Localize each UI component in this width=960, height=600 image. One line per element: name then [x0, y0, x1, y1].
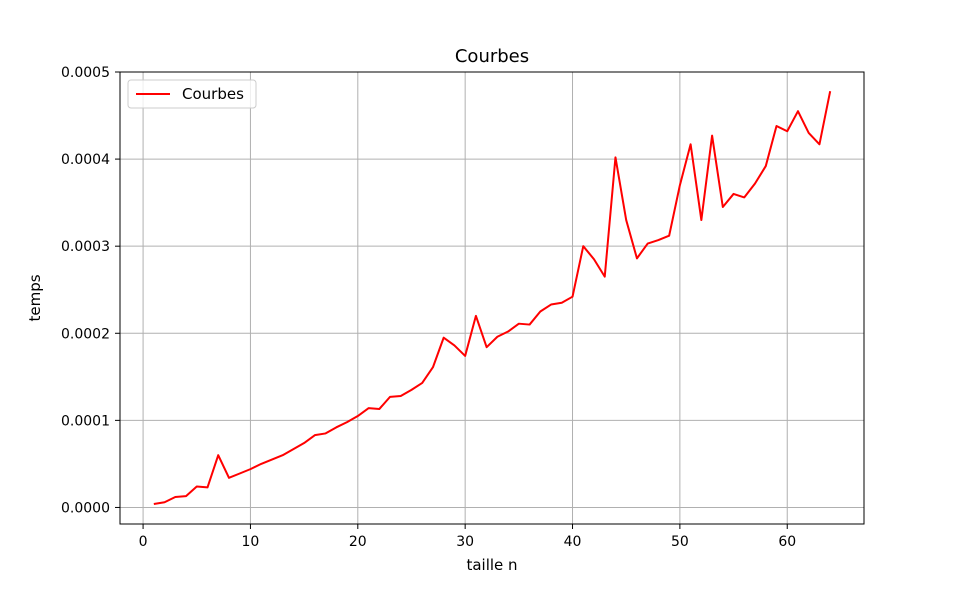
x-tick-label: 60 — [778, 534, 796, 550]
series-group — [153, 90, 832, 505]
grid-lines — [120, 71, 864, 524]
legend-box — [127, 79, 257, 109]
x-tick-label: 0 — [139, 534, 148, 550]
x-axis-label: taille n — [466, 556, 517, 574]
series-line — [153, 90, 832, 505]
legend-label: Courbes — [182, 85, 244, 103]
x-tick-label: 40 — [564, 534, 582, 550]
legend: Courbes — [127, 79, 257, 109]
x-tick-label: 10 — [242, 534, 260, 550]
y-axis-label: temps — [26, 274, 44, 321]
y-tick-label: 0.0003 — [61, 239, 110, 255]
y-axis: 0.0000 0.0001 0.0002 0.0003 0.0004 0.0005 — [61, 65, 120, 516]
x-tick-label: 30 — [456, 534, 474, 550]
x-tick-label: 50 — [671, 534, 689, 550]
plot-frame — [119, 71, 865, 525]
y-tick-label: 0.0002 — [61, 326, 110, 342]
x-tick-label: 20 — [349, 534, 367, 550]
y-tick-label: 0.0004 — [61, 152, 110, 168]
chart-title: Courbes — [455, 46, 529, 67]
y-tick-label: 0.0005 — [61, 65, 110, 81]
y-tick-label: 0.0001 — [61, 413, 110, 429]
y-tick-label: 0.0000 — [61, 500, 110, 516]
x-axis: 0 10 20 30 40 50 60 — [139, 524, 796, 550]
